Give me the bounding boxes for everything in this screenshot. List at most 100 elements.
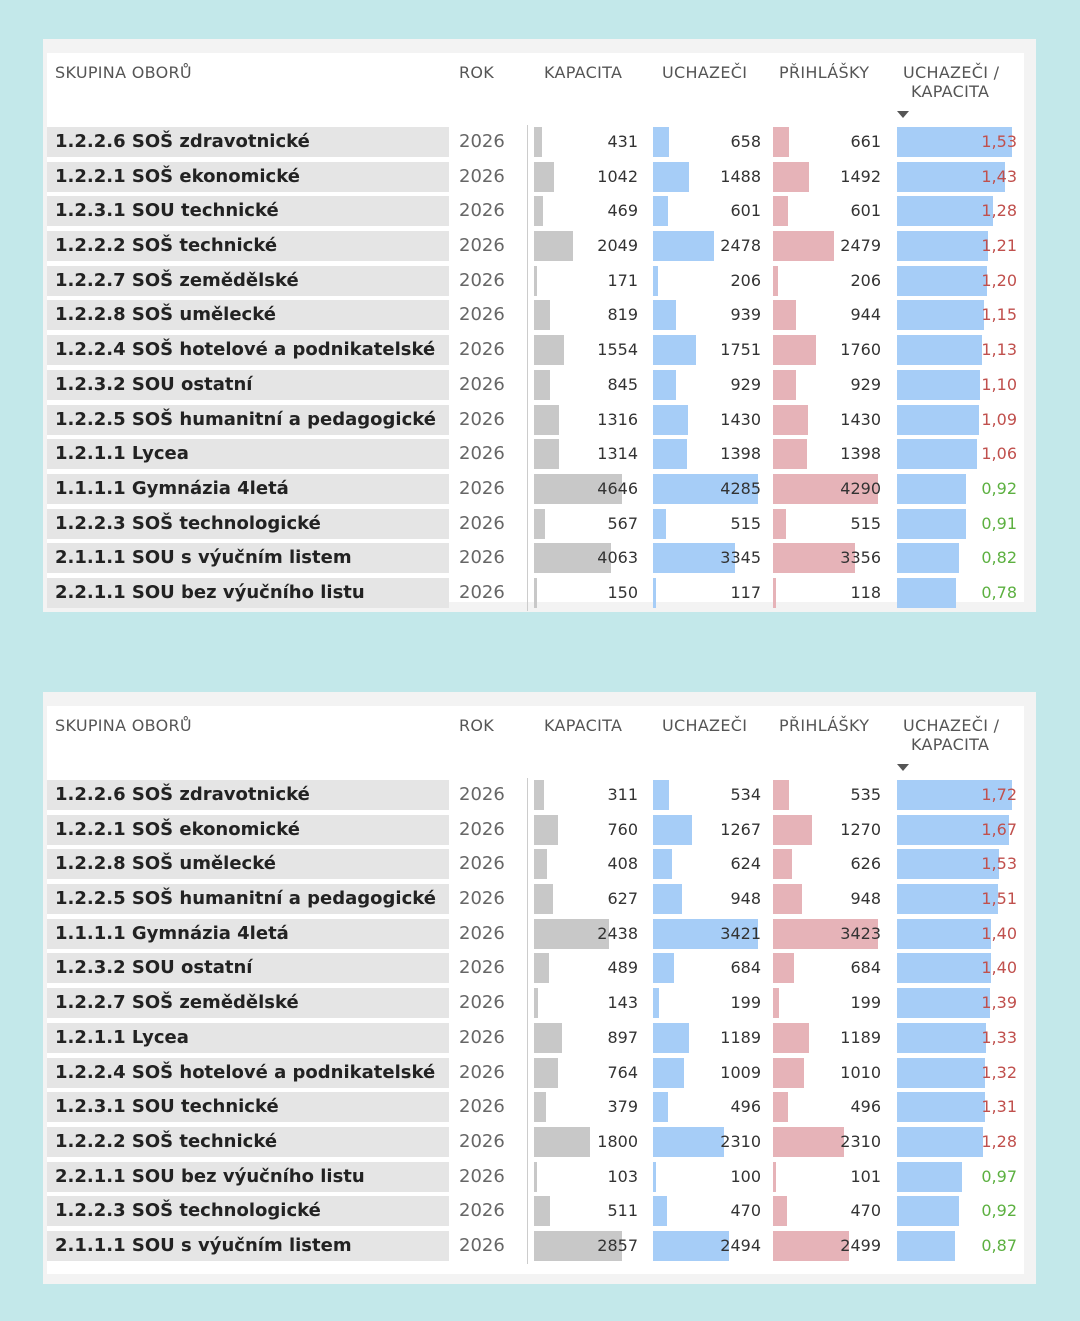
table-row[interactable]: 1.2.2.5 SOŠ humanitní a pedagogické 2026… bbox=[47, 403, 1024, 438]
table-row[interactable]: 1.2.2.7 SOŠ zemědělské 2026 171 206 206 … bbox=[47, 264, 1024, 299]
group-name: 2.1.1.1 SOU s výučním listem bbox=[47, 543, 449, 574]
header-capacity[interactable]: KAPACITA bbox=[544, 716, 623, 735]
ratio-cell: 1,28 bbox=[897, 1126, 1017, 1157]
applications-cell: 206 bbox=[773, 265, 881, 296]
year: 2026 bbox=[459, 408, 505, 430]
ratio-cell: 1,43 bbox=[897, 161, 1017, 192]
applicants-bar bbox=[653, 884, 683, 915]
capacity-value: 4063 bbox=[597, 548, 638, 568]
table-row[interactable]: 1.2.2.8 SOŠ umělecké 2026 408 624 626 1,… bbox=[47, 847, 1024, 882]
header-group[interactable]: SKUPINA OBORŮ bbox=[55, 63, 192, 82]
header-ratio-line1: UCHAZEČI / bbox=[903, 716, 1000, 735]
capacity-bar bbox=[534, 1057, 558, 1088]
applicants-bar bbox=[653, 196, 668, 227]
applicants-bar bbox=[653, 404, 688, 435]
header-applicants[interactable]: UCHAZEČI bbox=[662, 63, 748, 82]
table-row[interactable]: 1.2.2.8 SOŠ umělecké 2026 819 939 944 1,… bbox=[47, 298, 1024, 333]
applications-bar bbox=[773, 127, 790, 157]
ratio-cell: 1,67 bbox=[897, 814, 1017, 845]
table-row[interactable]: 1.2.2.4 SOŠ hotelové a podnikatelské 202… bbox=[47, 1056, 1024, 1091]
capacity-cell: 2438 bbox=[534, 918, 638, 949]
applicants-value: 1009 bbox=[720, 1062, 761, 1082]
table-row[interactable]: 1.2.3.2 SOU ostatní 2026 489 684 684 1,4… bbox=[47, 951, 1024, 986]
table-row[interactable]: 1.2.2.1 SOŠ ekonomické 2026 760 1267 127… bbox=[47, 813, 1024, 848]
ratio-value: 1,39 bbox=[981, 993, 1017, 1013]
ratio-bar bbox=[897, 1161, 962, 1192]
ratio-value: 0,87 bbox=[981, 1235, 1017, 1255]
applicants-bar bbox=[653, 577, 656, 608]
ratio-value: 1,72 bbox=[981, 785, 1017, 804]
applicants-value: 948 bbox=[730, 889, 761, 909]
applicants-cell: 1267 bbox=[653, 814, 761, 845]
header-year[interactable]: ROK bbox=[459, 63, 495, 82]
header-group[interactable]: SKUPINA OBORŮ bbox=[55, 716, 192, 735]
applicants-bar bbox=[653, 335, 696, 366]
table-row[interactable]: 1.2.3.2 SOU ostatní 2026 845 929 929 1,1… bbox=[47, 368, 1024, 403]
applications-value: 535 bbox=[850, 785, 881, 804]
table-row[interactable]: 1.2.2.4 SOŠ hotelové a podnikatelské 202… bbox=[47, 333, 1024, 368]
capacity-cell: 4063 bbox=[534, 543, 638, 574]
header-applications[interactable]: PŘIHLÁŠKY bbox=[779, 716, 870, 735]
ratio-value: 1,09 bbox=[981, 409, 1017, 429]
table-row[interactable]: 1.2.1.1 Lycea 2026 1314 1398 1398 1,06 bbox=[47, 437, 1024, 472]
table-row[interactable]: 1.1.1.1 Gymnázia 4letá 2026 4646 4285 42… bbox=[47, 472, 1024, 507]
sort-descending-icon[interactable] bbox=[897, 111, 909, 118]
table-row[interactable]: 1.2.3.1 SOU technické 2026 469 601 601 1… bbox=[47, 194, 1024, 229]
year: 2026 bbox=[459, 200, 505, 222]
applicants-value: 624 bbox=[730, 854, 761, 874]
sort-descending-icon[interactable] bbox=[897, 764, 909, 771]
applications-cell: 3356 bbox=[773, 543, 881, 574]
header-applicants[interactable]: UCHAZEČI bbox=[662, 716, 748, 735]
group-name: 1.2.1.1 Lycea bbox=[47, 439, 449, 470]
year: 2026 bbox=[459, 784, 505, 805]
table-row[interactable]: 2.2.1.1 SOU bez výučního listu 2026 150 … bbox=[47, 576, 1024, 611]
table-row[interactable]: 1.2.1.1 Lycea 2026 897 1189 1189 1,33 bbox=[47, 1021, 1024, 1056]
table-row[interactable]: 1.2.2.7 SOŠ zemědělské 2026 143 199 199 … bbox=[47, 986, 1024, 1021]
applications-value: 929 bbox=[850, 374, 881, 394]
applications-value: 601 bbox=[850, 201, 881, 221]
capacity-bar bbox=[534, 1230, 623, 1261]
table-row[interactable]: 1.2.2.1 SOŠ ekonomické 2026 1042 1488 14… bbox=[47, 160, 1024, 195]
capacity-bar bbox=[534, 780, 544, 810]
group-name: 2.2.1.1 SOU bez výučního listu bbox=[47, 1161, 449, 1192]
applicants-bar bbox=[653, 1196, 668, 1227]
header-applications[interactable]: PŘIHLÁŠKY bbox=[779, 63, 870, 82]
table-row[interactable]: 1.2.2.5 SOŠ humanitní a pedagogické 2026… bbox=[47, 882, 1024, 917]
table-row[interactable]: 1.2.2.6 SOŠ zdravotnické 2026 431 658 66… bbox=[47, 125, 1024, 160]
table-row[interactable]: 2.2.1.1 SOU bez výučního listu 2026 103 … bbox=[47, 1160, 1024, 1195]
capacity-cell: 764 bbox=[534, 1057, 638, 1088]
ratio-bar bbox=[897, 439, 977, 470]
applicants-value: 206 bbox=[730, 270, 761, 290]
applicants-value: 2310 bbox=[720, 1131, 761, 1151]
header-ratio[interactable]: UCHAZEČI / KAPACITA bbox=[903, 716, 999, 754]
applicants-bar bbox=[653, 508, 666, 539]
table-row[interactable]: 1.2.3.1 SOU technické 2026 379 496 496 1… bbox=[47, 1090, 1024, 1125]
header-year[interactable]: ROK bbox=[459, 716, 495, 735]
header-capacity[interactable]: KAPACITA bbox=[544, 63, 623, 82]
table-row[interactable]: 1.2.2.2 SOŠ technické 2026 2049 2478 247… bbox=[47, 229, 1024, 264]
table-row[interactable]: 1.2.2.3 SOŠ technologické 2026 567 515 5… bbox=[47, 507, 1024, 542]
applicants-value: 2478 bbox=[720, 236, 761, 256]
ratio-bar bbox=[897, 404, 980, 435]
applications-cell: 535 bbox=[773, 780, 881, 810]
header-ratio[interactable]: UCHAZEČI / KAPACITA bbox=[903, 63, 999, 101]
capacity-value: 2857 bbox=[597, 1235, 638, 1255]
table-row[interactable]: 2.1.1.1 SOU s výučním listem 2026 2857 2… bbox=[47, 1229, 1024, 1264]
table-row[interactable]: 1.1.1.1 Gymnázia 4letá 2026 2438 3421 34… bbox=[47, 917, 1024, 952]
table-row[interactable]: 1.2.2.6 SOŠ zdravotnické 2026 311 534 53… bbox=[47, 778, 1024, 813]
ratio-cell: 1,40 bbox=[897, 918, 1017, 949]
ratio-cell: 0,92 bbox=[897, 1196, 1017, 1227]
ratio-bar bbox=[897, 918, 991, 949]
applications-bar bbox=[773, 1196, 788, 1227]
table-row[interactable]: 1.2.2.2 SOŠ technické 2026 1800 2310 231… bbox=[47, 1125, 1024, 1160]
table-row[interactable]: 2.1.1.1 SOU s výučním listem 2026 4063 3… bbox=[47, 541, 1024, 576]
ratio-bar bbox=[897, 1022, 987, 1053]
ratio-value: 1,40 bbox=[981, 923, 1017, 943]
applications-value: 496 bbox=[850, 1097, 881, 1117]
ratio-cell: 1,32 bbox=[897, 1057, 1017, 1088]
applications-bar bbox=[773, 953, 794, 984]
table-header: SKUPINA OBORŮ ROK KAPACITA UCHAZEČI PŘIH… bbox=[47, 706, 1024, 778]
year: 2026 bbox=[459, 957, 505, 979]
table-row[interactable]: 1.2.2.3 SOŠ technologické 2026 511 470 4… bbox=[47, 1194, 1024, 1229]
applicants-bar bbox=[653, 814, 692, 845]
